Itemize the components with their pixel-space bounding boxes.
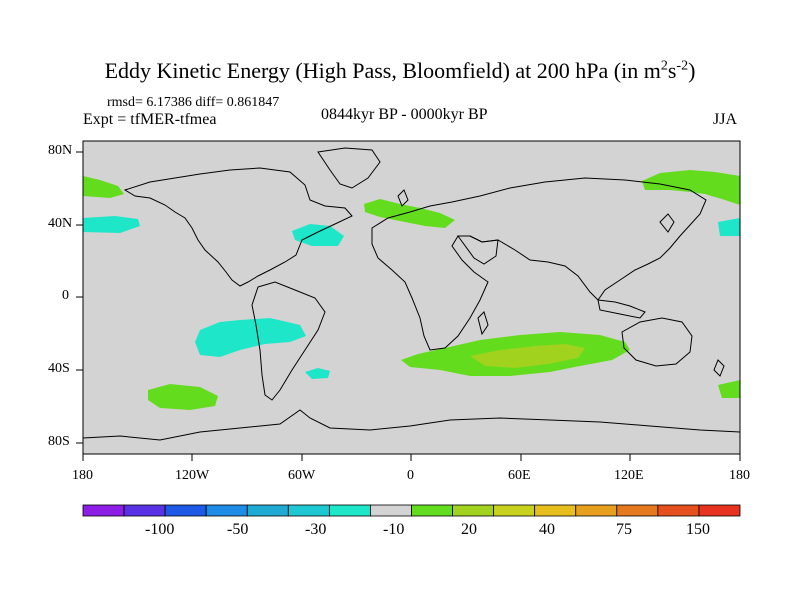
colorbar-swatch bbox=[370, 504, 412, 517]
colorbar-swatch bbox=[123, 504, 166, 517]
lat-ticks bbox=[76, 151, 83, 444]
colorbar-label: -30 bbox=[305, 521, 327, 538]
colorbar-swatch bbox=[205, 504, 248, 517]
coastlines bbox=[82, 147, 741, 441]
lat-label: 80N bbox=[48, 143, 73, 158]
colorbar-swatch bbox=[493, 504, 536, 517]
lon-label: 60W bbox=[288, 468, 316, 483]
colorbar-swatch bbox=[82, 504, 125, 517]
colorbar-swatch bbox=[164, 504, 207, 517]
map-title: Eddy Kinetic Energy (High Pass, Bloomfie… bbox=[104, 58, 696, 83]
lat-label: 40S bbox=[48, 361, 70, 376]
lat-label: 0 bbox=[62, 288, 69, 303]
colorbar-swatch bbox=[657, 504, 700, 517]
lat-label: 80S bbox=[48, 434, 70, 449]
colorbar-label: 75 bbox=[616, 521, 632, 538]
lon-label: 120W bbox=[175, 468, 210, 483]
experiment-label: Expt = tfMER-tfmea bbox=[83, 111, 217, 128]
colorbar-label: 20 bbox=[461, 521, 477, 538]
colorbar-label: -10 bbox=[383, 521, 405, 538]
lon-label: 180 bbox=[729, 468, 750, 483]
colorbar-swatch bbox=[616, 504, 659, 517]
lon-label: 180 bbox=[72, 468, 93, 483]
colorbar-label: -100 bbox=[145, 521, 175, 538]
colorbar-swatch bbox=[452, 504, 495, 517]
colorbar-swatch bbox=[411, 504, 453, 517]
colorbar-swatch bbox=[534, 504, 577, 517]
anomaly-shading bbox=[83, 170, 740, 410]
colorbar-label: -50 bbox=[227, 521, 249, 538]
colorbar-swatch bbox=[246, 504, 289, 517]
lat-label: 40N bbox=[48, 216, 73, 231]
lon-ticks bbox=[82, 454, 741, 461]
lon-label: 60E bbox=[508, 468, 531, 483]
colorbar-swatch bbox=[575, 504, 618, 517]
colorbar-label: 150 bbox=[686, 521, 710, 538]
stats-text: rmsd= 6.17386 diff= 0.861847 bbox=[107, 95, 280, 110]
period-label: 0844kyr BP - 0000kyr BP bbox=[321, 106, 488, 123]
lon-label: 120E bbox=[614, 468, 644, 483]
colorbar-swatch bbox=[328, 504, 371, 517]
colorbar bbox=[82, 504, 741, 517]
colorbar-swatch bbox=[287, 504, 330, 517]
season-label: JJA bbox=[713, 111, 738, 128]
colorbar-swatch bbox=[698, 504, 741, 517]
lon-label: 0 bbox=[407, 468, 414, 483]
colorbar-label: 40 bbox=[539, 521, 555, 538]
